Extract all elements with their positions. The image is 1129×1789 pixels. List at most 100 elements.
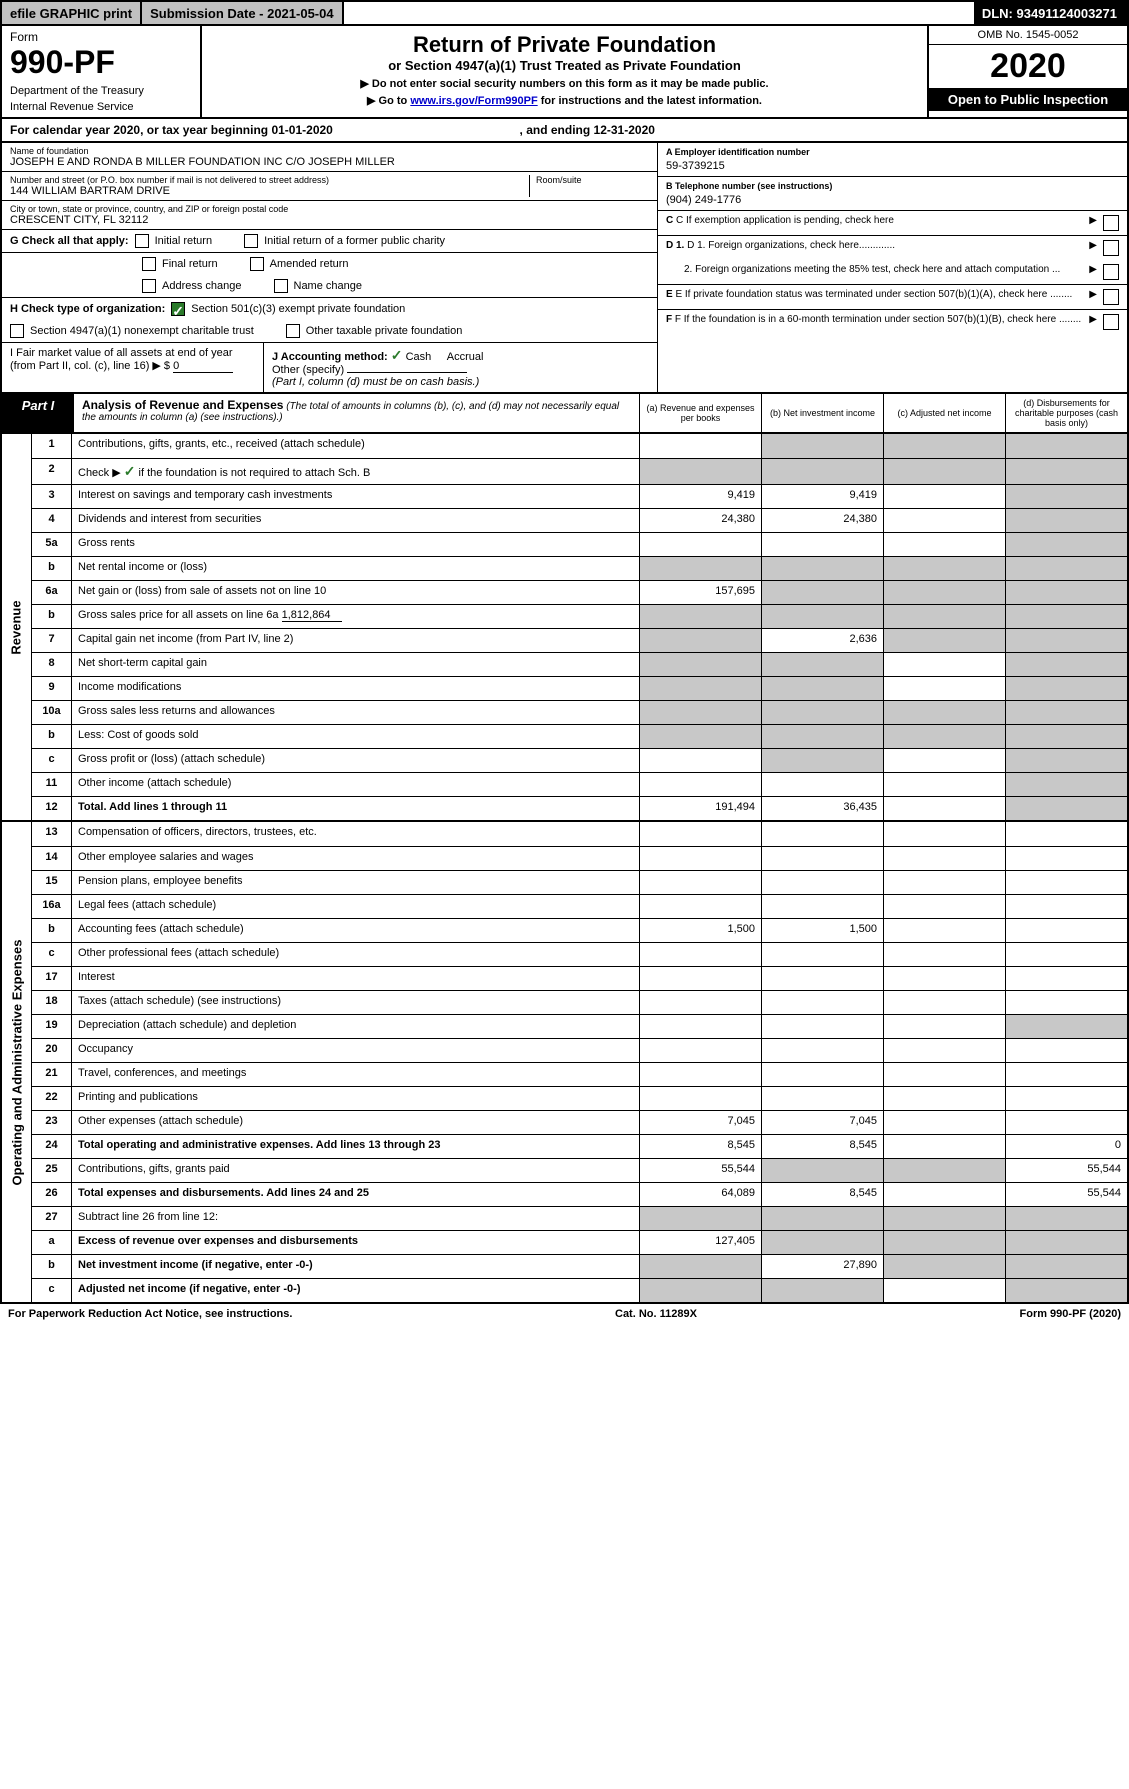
ssn-warning: ▶ Do not enter social security numbers o… bbox=[210, 77, 919, 90]
exemption-pending-checkbox[interactable] bbox=[1103, 215, 1119, 231]
check-d2: 2. Foreign organizations meeting the 85%… bbox=[658, 260, 1127, 285]
row-2: 2Check ▶ ✓ if the foundation is not requ… bbox=[32, 458, 1127, 484]
row-10a: 10aGross sales less returns and allowanc… bbox=[32, 700, 1127, 724]
check-c: C C If exemption application is pending,… bbox=[658, 211, 1127, 236]
initial-return-former-checkbox[interactable] bbox=[244, 234, 258, 248]
row-21: 21Travel, conferences, and meetings bbox=[32, 1062, 1127, 1086]
row-6b: bGross sales price for all assets on lin… bbox=[32, 604, 1127, 628]
row-8: 8Net short-term capital gain bbox=[32, 652, 1127, 676]
address-change-checkbox[interactable] bbox=[142, 279, 156, 293]
row-20: 20Occupancy bbox=[32, 1038, 1127, 1062]
row-3: 3Interest on savings and temporary cash … bbox=[32, 484, 1127, 508]
row-16b: bAccounting fees (attach schedule)1,5001… bbox=[32, 918, 1127, 942]
row-10b: bLess: Cost of goods sold bbox=[32, 724, 1127, 748]
cash-checkbox[interactable]: ✓ bbox=[391, 347, 403, 363]
form-label: Form bbox=[10, 30, 192, 44]
check-h-row2: Section 4947(a)(1) nonexempt charitable … bbox=[2, 320, 657, 343]
col-c-header: (c) Adjusted net income bbox=[883, 394, 1005, 432]
expenses-side-label: Operating and Administrative Expenses bbox=[2, 822, 32, 1302]
foreign-85-checkbox[interactable] bbox=[1103, 264, 1119, 280]
row-25: 25Contributions, gifts, grants paid55,54… bbox=[32, 1158, 1127, 1182]
dln-number: DLN: 93491124003271 bbox=[974, 2, 1127, 24]
other-taxable-checkbox[interactable] bbox=[286, 324, 300, 338]
row-27: 27Subtract line 26 from line 12: bbox=[32, 1206, 1127, 1230]
col-d-header: (d) Disbursements for charitable purpose… bbox=[1005, 394, 1127, 432]
public-inspection-badge: Open to Public Inspection bbox=[929, 88, 1127, 111]
revenue-side-label: Revenue bbox=[2, 434, 32, 820]
form-ref: Form 990-PF (2020) bbox=[1020, 1308, 1121, 1320]
row-10c: cGross profit or (loss) (attach schedule… bbox=[32, 748, 1127, 772]
part-i-tab: Part I bbox=[2, 394, 74, 432]
row-27c: cAdjusted net income (if negative, enter… bbox=[32, 1278, 1127, 1302]
sch-b-checkbox[interactable]: ✓ bbox=[124, 463, 136, 479]
row-15: 15Pension plans, employee benefits bbox=[32, 870, 1127, 894]
row-16c: cOther professional fees (attach schedul… bbox=[32, 942, 1127, 966]
form-title: Return of Private Foundation bbox=[210, 32, 919, 58]
catalog-number: Cat. No. 11289X bbox=[615, 1308, 697, 1320]
check-g-row1: G Check all that apply: Initial return I… bbox=[2, 230, 657, 253]
check-h-row1: H Check type of organization: ✓Section 5… bbox=[2, 298, 657, 320]
amended-return-checkbox[interactable] bbox=[250, 257, 264, 271]
irs-link[interactable]: www.irs.gov/Form990PF bbox=[410, 95, 537, 107]
row-13: 13Compensation of officers, directors, t… bbox=[32, 822, 1127, 846]
page-footer: For Paperwork Reduction Act Notice, see … bbox=[0, 1304, 1129, 1324]
phone-cell: B Telephone number (see instructions) (9… bbox=[658, 177, 1127, 211]
submission-date: Submission Date - 2021-05-04 bbox=[142, 2, 344, 24]
status-terminated-checkbox[interactable] bbox=[1103, 289, 1119, 305]
initial-return-checkbox[interactable] bbox=[135, 234, 149, 248]
year-block: OMB No. 1545-0052 2020 Open to Public In… bbox=[927, 26, 1127, 117]
row-5b: bNet rental income or (loss) bbox=[32, 556, 1127, 580]
row-27a: aExcess of revenue over expenses and dis… bbox=[32, 1230, 1127, 1254]
row-18: 18Taxes (attach schedule) (see instructi… bbox=[32, 990, 1127, 1014]
col-a-header: (a) Revenue and expenses per books bbox=[639, 394, 761, 432]
row-16a: 16aLegal fees (attach schedule) bbox=[32, 894, 1127, 918]
city-cell: City or town, state or province, country… bbox=[2, 201, 657, 230]
final-return-checkbox[interactable] bbox=[142, 257, 156, 271]
row-23: 23Other expenses (attach schedule)7,0457… bbox=[32, 1110, 1127, 1134]
ein-cell: A Employer identification number 59-3739… bbox=[658, 143, 1127, 177]
tax-year-row: For calendar year 2020, or tax year begi… bbox=[0, 119, 1129, 143]
paperwork-notice: For Paperwork Reduction Act Notice, see … bbox=[8, 1308, 292, 1320]
tax-year: 2020 bbox=[929, 45, 1127, 88]
instructions-note: ▶ Go to www.irs.gov/Form990PF for instru… bbox=[210, 94, 919, 107]
check-e: E E If private foundation status was ter… bbox=[658, 285, 1127, 310]
fmv-cell: I Fair market value of all assets at end… bbox=[2, 343, 264, 392]
501c3-checkbox[interactable]: ✓ bbox=[171, 302, 185, 316]
row-11: 11Other income (attach schedule) bbox=[32, 772, 1127, 796]
form-subtitle: or Section 4947(a)(1) Trust Treated as P… bbox=[210, 58, 919, 73]
row-19: 19Depreciation (attach schedule) and dep… bbox=[32, 1014, 1127, 1038]
name-change-checkbox[interactable] bbox=[274, 279, 288, 293]
dept-treasury: Department of the Treasury bbox=[10, 85, 192, 97]
row-22: 22Printing and publications bbox=[32, 1086, 1127, 1110]
part-i-title: Analysis of Revenue and Expenses (The to… bbox=[74, 394, 639, 432]
row-14: 14Other employee salaries and wages bbox=[32, 846, 1127, 870]
row-4: 4Dividends and interest from securities2… bbox=[32, 508, 1127, 532]
row-5a: 5aGross rents bbox=[32, 532, 1127, 556]
60-month-checkbox[interactable] bbox=[1103, 314, 1119, 330]
row-24: 24Total operating and administrative exp… bbox=[32, 1134, 1127, 1158]
form-number: 990-PF bbox=[10, 44, 192, 81]
check-d1: D 1. D 1. Foreign organizations, check h… bbox=[658, 236, 1127, 260]
form-title-block: Return of Private Foundation or Section … bbox=[202, 26, 927, 117]
row-9: 9Income modifications bbox=[32, 676, 1127, 700]
row-7: 7Capital gain net income (from Part IV, … bbox=[32, 628, 1127, 652]
address-cell: Number and street (or P.O. box number if… bbox=[2, 172, 657, 201]
row-17: 17Interest bbox=[32, 966, 1127, 990]
row-26: 26Total expenses and disbursements. Add … bbox=[32, 1182, 1127, 1206]
col-b-header: (b) Net investment income bbox=[761, 394, 883, 432]
efile-print-button[interactable]: efile GRAPHIC print bbox=[2, 2, 142, 24]
check-g-row3: Address change Name change bbox=[2, 275, 657, 298]
row-12: 12Total. Add lines 1 through 11191,49436… bbox=[32, 796, 1127, 820]
omb-number: OMB No. 1545-0052 bbox=[929, 26, 1127, 45]
foundation-name-cell: Name of foundation JOSEPH E AND RONDA B … bbox=[2, 143, 657, 172]
row-1: 1Contributions, gifts, grants, etc., rec… bbox=[32, 434, 1127, 458]
row-27b: bNet investment income (if negative, ent… bbox=[32, 1254, 1127, 1278]
form-id-block: Form 990-PF Department of the Treasury I… bbox=[2, 26, 202, 117]
accounting-method-cell: J Accounting method: ✓ Cash Accrual Othe… bbox=[264, 343, 657, 392]
irs-label: Internal Revenue Service bbox=[10, 101, 192, 113]
check-f: F F If the foundation is in a 60-month t… bbox=[658, 310, 1127, 334]
row-6a: 6aNet gain or (loss) from sale of assets… bbox=[32, 580, 1127, 604]
foreign-org-checkbox[interactable] bbox=[1103, 240, 1119, 256]
4947a1-checkbox[interactable] bbox=[10, 324, 24, 338]
check-g-row2: Final return Amended return bbox=[2, 253, 657, 275]
